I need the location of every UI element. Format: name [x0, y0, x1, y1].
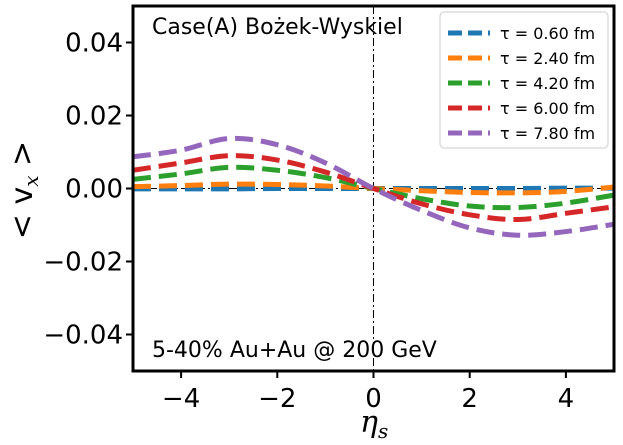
y-axis-label-sub: x: [19, 175, 43, 186]
y-axis-label: < vx >: [5, 141, 43, 239]
annotation-case: Case(A) Bożek-Wyskiel: [152, 15, 403, 40]
y-axis-label-main: < v: [5, 187, 40, 239]
y-tick-label: 0.04: [65, 29, 123, 59]
series-line-3: [132, 153, 615, 223]
x-tick-label: 2: [461, 384, 478, 414]
series-group: [132, 135, 615, 238]
x-axis-label-main: η: [360, 405, 378, 440]
annotation-system: 5-40% Au+Au @ 200 GeV: [152, 338, 437, 363]
legend-label-1: τ = 2.40 fm: [500, 49, 595, 68]
x-tick-label: 4: [558, 384, 575, 414]
ticks: −4 −2 0 2 4 −0.04 −0.02 0.00 0.02 0.04: [43, 29, 574, 415]
x-axis-label-sub: s: [378, 419, 388, 443]
x-axis-label: ηs: [360, 405, 388, 443]
series-line-4: [132, 135, 615, 238]
legend-label-0: τ = 0.60 fm: [500, 24, 595, 43]
y-tick-label: 0.02: [65, 102, 123, 132]
legend-box: [439, 11, 609, 149]
x-tick-label: −4: [162, 384, 200, 414]
legend: τ = 0.60 fm τ = 2.40 fm τ = 4.20 fm τ = 6.0…: [439, 11, 609, 149]
legend-label-4: τ = 7.80 fm: [500, 124, 595, 143]
x-tick-label: −2: [258, 384, 296, 414]
y-tick-label: 0.00: [65, 175, 123, 205]
legend-label-2: τ = 4.20 fm: [500, 74, 595, 93]
y-tick-label: −0.04: [43, 321, 123, 351]
legend-label-3: τ = 6.00 fm: [500, 99, 595, 118]
x-tick-label: 0: [365, 384, 382, 414]
y-axis-label-close: >: [5, 141, 40, 176]
y-tick-label: −0.02: [43, 248, 123, 278]
